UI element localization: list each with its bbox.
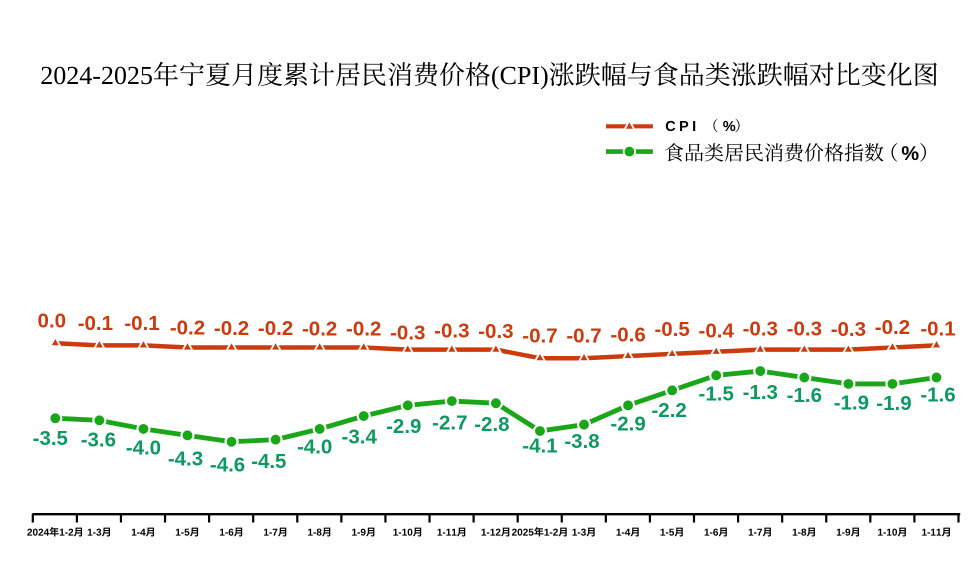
svg-text:-0.7: -0.7 (566, 325, 601, 348)
svg-text:-4.3: -4.3 (168, 448, 203, 471)
svg-text:-2.8: -2.8 (474, 413, 509, 436)
svg-text:-1.6: -1.6 (920, 384, 955, 407)
svg-text:-0.3: -0.3 (743, 318, 778, 341)
svg-text:-0.4: -0.4 (699, 320, 735, 343)
svg-text:-0.3: -0.3 (831, 318, 866, 341)
svg-text:0.0: 0.0 (38, 310, 67, 333)
svg-text:-4.6: -4.6 (210, 454, 245, 477)
svg-text:-0.2: -0.2 (258, 317, 293, 340)
svg-text:-1.9: -1.9 (834, 392, 869, 415)
svg-text:-1.3: -1.3 (743, 381, 778, 404)
svg-text:-0.2: -0.2 (346, 318, 381, 341)
svg-text:-1.5: -1.5 (699, 383, 734, 406)
svg-text:-4.0: -4.0 (126, 437, 161, 460)
svg-text:-0.2: -0.2 (302, 318, 337, 341)
svg-text:-1.6: -1.6 (787, 384, 822, 407)
svg-text:-0.2: -0.2 (170, 317, 205, 340)
svg-text:-3.4: -3.4 (342, 426, 378, 449)
svg-text:-0.3: -0.3 (434, 320, 469, 343)
svg-text:-2.9: -2.9 (386, 415, 421, 438)
svg-text:-4.0: -4.0 (297, 436, 332, 459)
svg-text:-0.1: -0.1 (124, 312, 159, 335)
svg-text:-0.1: -0.1 (78, 312, 113, 335)
svg-text:-0.2: -0.2 (875, 316, 910, 339)
svg-text:-2.2: -2.2 (651, 399, 686, 422)
svg-text:-3.8: -3.8 (564, 430, 599, 453)
svg-text:-0.7: -0.7 (522, 325, 557, 348)
svg-text:-0.3: -0.3 (478, 320, 513, 343)
svg-text:-0.1: -0.1 (920, 318, 955, 341)
svg-text:-2.7: -2.7 (432, 412, 467, 435)
svg-text:-0.6: -0.6 (610, 324, 645, 347)
svg-text:-0.3: -0.3 (787, 318, 822, 341)
svg-text:-1.9: -1.9 (876, 392, 911, 415)
svg-text:-3.6: -3.6 (81, 429, 116, 452)
svg-text:-3.5: -3.5 (33, 427, 68, 450)
svg-text:-0.5: -0.5 (654, 318, 689, 341)
svg-text:-2.9: -2.9 (610, 413, 645, 436)
svg-text:-0.2: -0.2 (214, 317, 249, 340)
svg-text:-4.5: -4.5 (251, 450, 286, 473)
svg-text:-0.3: -0.3 (390, 322, 425, 345)
svg-text:-4.1: -4.1 (522, 435, 557, 458)
